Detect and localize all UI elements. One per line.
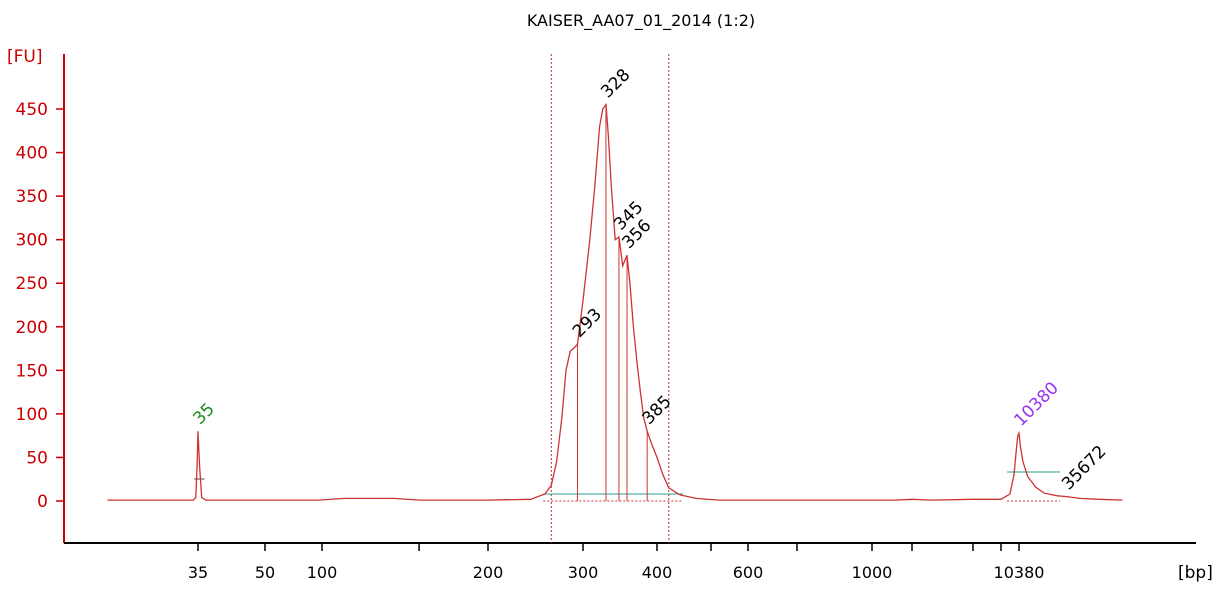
y-tick-label: 250 [16, 274, 48, 294]
x-tick-label: 1000 [852, 563, 893, 582]
peak-label: 10380 [1010, 378, 1062, 430]
chart-title: KAISER_AA07_01_2014 (1:2) [527, 11, 755, 31]
x-tick-label: 300 [568, 563, 599, 582]
x-tick-label: 600 [733, 563, 764, 582]
x-tick-label: 100 [307, 563, 338, 582]
y-tick-label: 400 [16, 144, 48, 164]
series-lines [107, 102, 1123, 501]
y-tick-label: 0 [37, 492, 48, 512]
y-tick-label: 200 [16, 318, 48, 338]
y-tick-label: 50 [26, 448, 48, 468]
y-tick-label: 150 [16, 361, 48, 381]
x-tick-label: 50 [255, 563, 275, 582]
peak-label: 293 [569, 305, 606, 342]
y-tick-label: 100 [16, 405, 48, 425]
y-axis-label: [FU] [7, 47, 43, 67]
x-axis-label: [bp] [1178, 563, 1213, 583]
peak-label: 35672 [1058, 442, 1110, 494]
peak-label: 328 [597, 65, 634, 102]
x-ticks: 35 50 100 200 300 400 600 1000 10380 [188, 543, 1045, 582]
series-line [107, 102, 1123, 501]
x-tick-label: 400 [642, 563, 673, 582]
peak-label: 385 [639, 392, 676, 429]
region-markers [194, 54, 1060, 543]
x-tick-label: 10380 [994, 563, 1045, 582]
x-tick-label: 200 [473, 563, 504, 582]
y-tick-label: 300 [16, 231, 48, 251]
y-tick-label: 350 [16, 187, 48, 207]
peak-label: 35 [189, 399, 218, 428]
x-tick-label: 35 [188, 563, 208, 582]
y-ticks: 0 50 100 150 200 250 300 350 400 450 [16, 100, 64, 512]
y-tick-label: 450 [16, 100, 48, 120]
